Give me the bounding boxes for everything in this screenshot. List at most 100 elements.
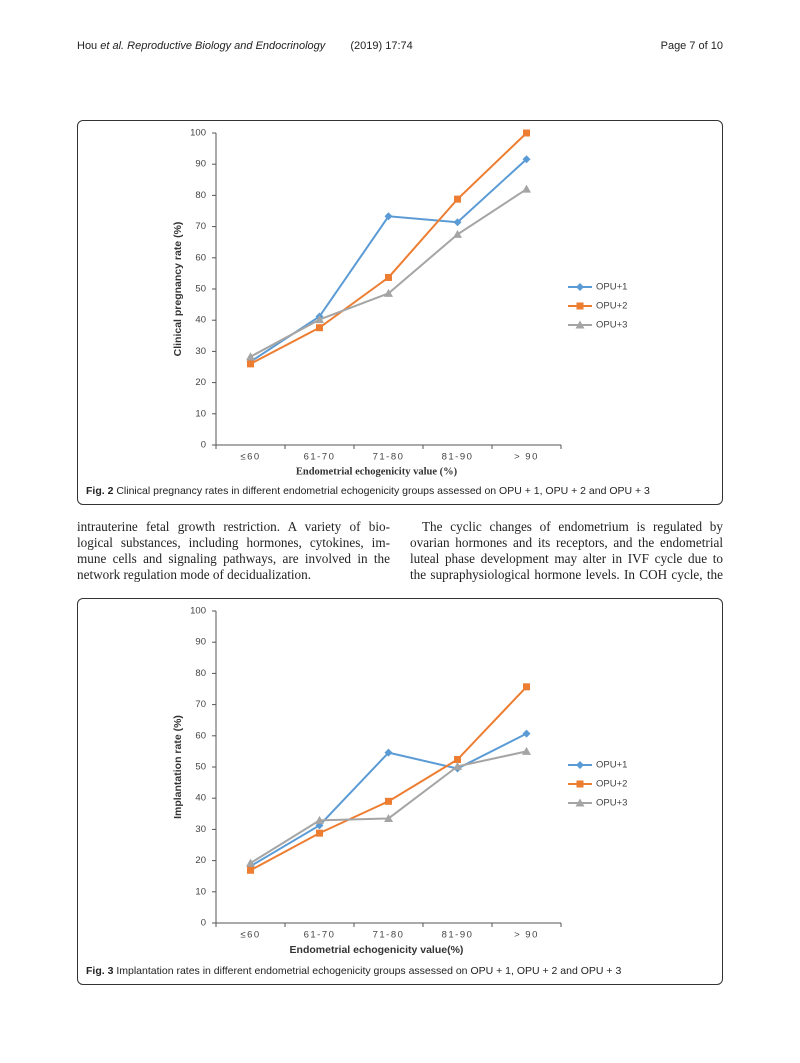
x-tick-label: 61-70 — [304, 930, 336, 941]
series-line — [249, 750, 527, 864]
caption-label: Fig. 2 — [86, 485, 114, 497]
figure: 0 10 20 30 40 50 60 70 80 90 100 ≤60 61-70 71-80 81-90… — [77, 120, 723, 505]
journal: Reproductive Biology and Endocrinology — [127, 40, 326, 52]
x-tick-label: 81-90 — [442, 930, 474, 941]
x-axis-label: Endometrial echogenicity value(%) — [290, 944, 464, 956]
legend-marker — [575, 320, 585, 329]
data-point — [316, 324, 323, 332]
y-tick-label: 70 — [195, 699, 206, 710]
x-tick-label: > 90 — [514, 452, 539, 463]
et-al: et al. — [100, 40, 125, 52]
data-point — [522, 155, 531, 164]
legend-marker — [576, 302, 584, 310]
data-point — [522, 184, 531, 193]
data-point — [384, 288, 393, 297]
data-point — [385, 273, 392, 281]
x-tick-label: > 90 — [514, 930, 539, 941]
caption-text: Implantation rates in different endometr… — [116, 965, 622, 977]
text-line: the supraphysiological hormone levels. I… — [410, 567, 723, 582]
series-line — [250, 132, 528, 365]
text-line: intrauterine fetal growth restriction. A… — [77, 519, 390, 534]
y-tick-label: 50 — [195, 284, 206, 295]
data-point — [246, 352, 255, 361]
legend-label: OPU+1 — [596, 282, 627, 293]
legend-label: OPU+2 — [596, 301, 627, 312]
data-point — [523, 129, 530, 137]
y-tick-label: 90 — [195, 159, 206, 170]
x-tick-label: ≤60 — [240, 452, 260, 463]
text-line: luteal phase development may alter in IV… — [410, 551, 723, 566]
data-point — [385, 797, 392, 805]
legend-marker — [575, 798, 585, 807]
data-point — [454, 195, 461, 203]
data-point — [522, 746, 531, 755]
y-tick-label: 20 — [195, 855, 206, 866]
y-tick-label: 40 — [195, 793, 206, 804]
x-tick-label: ≤60 — [240, 930, 260, 941]
caption: Fig. 3 Implantation rates in different e… — [86, 965, 621, 977]
y-axis-label: Clinical pregnancy rate (%) — [172, 222, 184, 357]
legend-label: OPU+2 — [596, 779, 627, 790]
y-tick-label: 10 — [195, 886, 206, 897]
legend-label: OPU+1 — [596, 760, 627, 771]
text-line: logical substances, including hormones, … — [77, 535, 390, 550]
data-point — [453, 761, 462, 770]
legend-marker — [576, 761, 584, 769]
data-point — [522, 729, 531, 738]
data-point — [246, 858, 255, 867]
data-point — [247, 866, 254, 874]
y-tick-label: 30 — [195, 824, 206, 835]
y-tick-label: 60 — [195, 730, 206, 741]
data-point — [316, 829, 323, 837]
text-line: network regulation mode of decidualizati… — [77, 567, 312, 582]
y-tick-label: 80 — [195, 668, 206, 679]
y-tick-label: 10 — [195, 408, 206, 419]
x-tick-label: 71-80 — [373, 452, 405, 463]
y-tick-label: 40 — [195, 315, 206, 326]
y-axis-label: Implantation rate (%) — [172, 715, 184, 819]
data-point — [453, 218, 462, 227]
text-line: ovarian hormones and its receptors, and … — [410, 535, 723, 550]
data-point — [384, 813, 393, 822]
y-tick-label: 0 — [201, 440, 206, 451]
data-point — [315, 315, 324, 324]
y-tick-label: 100 — [190, 128, 206, 139]
citation: (2019) 17:74 — [350, 40, 413, 52]
caption-text: Clinical pregnancy rates in different en… — [116, 485, 650, 497]
page-number: Page 7 of 10 — [660, 40, 723, 52]
text-line: mune cells and signaling pathways, are i… — [77, 551, 390, 566]
legend-marker — [576, 780, 584, 788]
legend-label: OPU+3 — [596, 320, 627, 331]
x-axis-label: Endometrial echogenicity value (%) — [296, 466, 458, 477]
data-point — [247, 360, 254, 368]
text-column: The cyclic changes of endometrium is reg… — [410, 519, 723, 583]
y-tick-label: 20 — [195, 377, 206, 388]
y-tick-label: 0 — [201, 918, 206, 929]
x-tick-label: 71-80 — [373, 930, 405, 941]
y-tick-label: 50 — [195, 762, 206, 773]
data-point — [384, 748, 393, 757]
caption: Fig. 2 Clinical pregnancy rates in diffe… — [86, 485, 650, 497]
legend-marker — [576, 283, 584, 291]
y-tick-label: 70 — [195, 221, 206, 232]
text-line: The cyclic changes of endometrium is reg… — [422, 519, 723, 534]
data-point — [384, 212, 393, 221]
chart: 0 10 20 30 40 50 60 70 80 90 100 ≤60 61-70 71-80 81-90… — [172, 606, 628, 956]
data-point — [453, 229, 462, 238]
legend-label: OPU+3 — [596, 798, 627, 809]
figure: 0 10 20 30 40 50 60 70 80 90 100 ≤60 61-70 71-80 81-90… — [77, 598, 723, 985]
y-tick-label: 100 — [190, 606, 206, 617]
authors: Hou — [77, 40, 98, 52]
data-point — [454, 756, 461, 764]
y-tick-label: 90 — [195, 637, 206, 648]
x-tick-label: 61-70 — [304, 452, 336, 463]
chart: 0 10 20 30 40 50 60 70 80 90 100 ≤60 61-70 71-80 81-90… — [172, 128, 628, 478]
running-header: Hou et al. Reproductive Biology and Endo… — [77, 40, 413, 52]
x-tick-label: 81-90 — [442, 452, 474, 463]
caption-label: Fig. 3 — [86, 965, 114, 977]
series-line — [249, 158, 528, 363]
y-tick-label: 60 — [195, 252, 206, 263]
y-tick-label: 80 — [195, 190, 206, 201]
data-point — [315, 815, 324, 824]
